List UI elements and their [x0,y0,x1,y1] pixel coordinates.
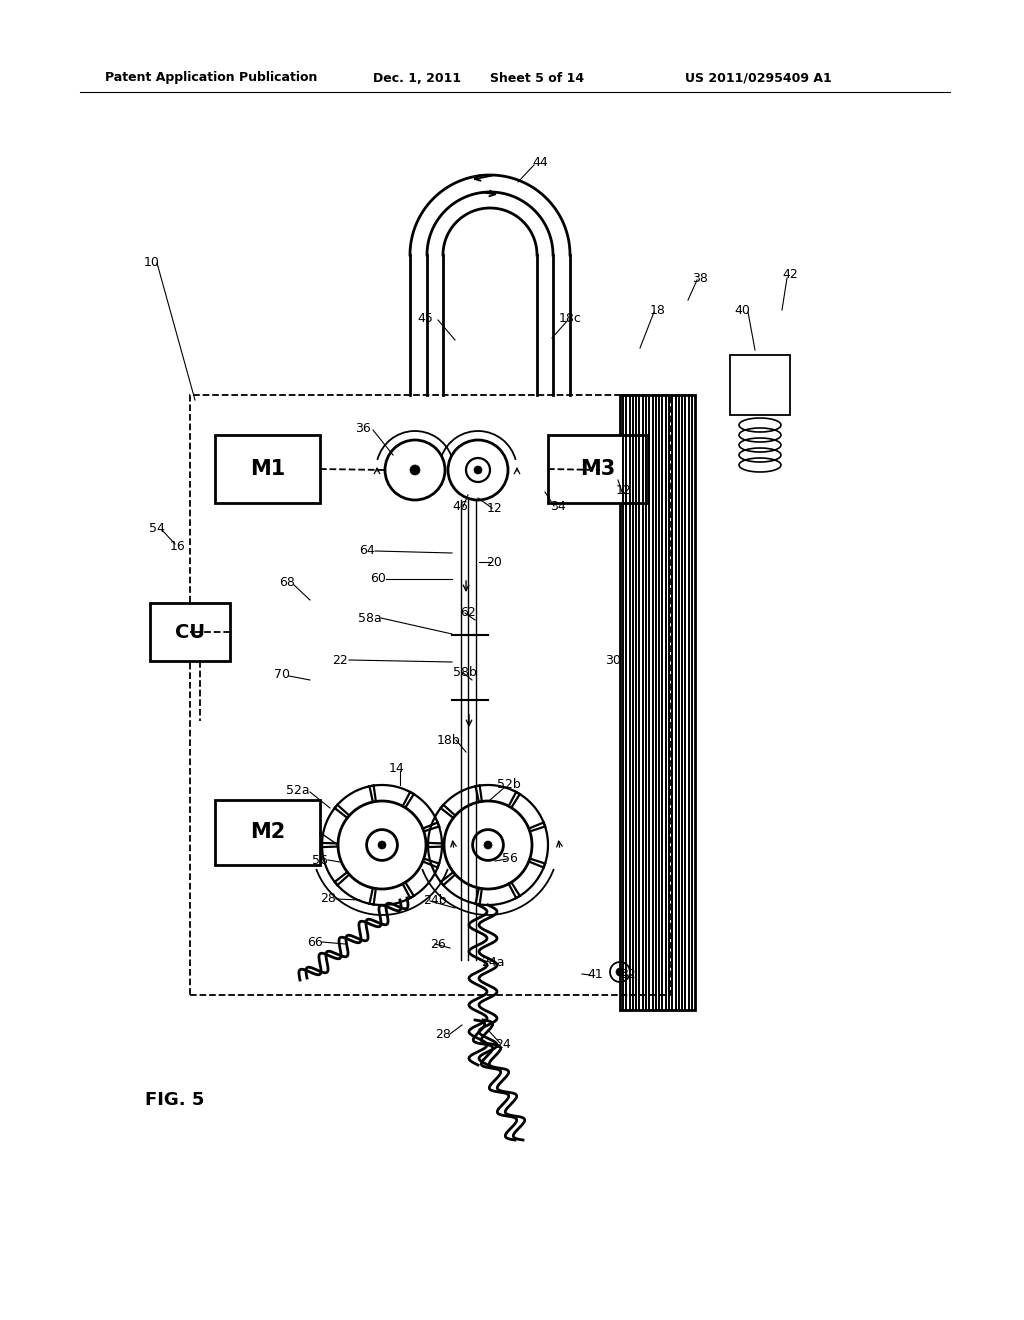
Circle shape [410,465,420,475]
Bar [215,800,319,865]
Text: 18: 18 [650,304,666,317]
Text: FIG. 5: FIG. 5 [145,1092,205,1109]
Text: CU: CU [175,623,205,642]
Bar [215,436,319,503]
Text: 41: 41 [587,969,603,982]
Text: 64: 64 [359,544,375,557]
Text: 46: 46 [453,500,468,513]
Circle shape [484,841,492,849]
Text: 12: 12 [487,502,503,515]
Text: 14: 14 [389,762,404,775]
Text: 22: 22 [332,653,348,667]
Text: 56: 56 [502,851,518,865]
Text: 18b: 18b [437,734,461,747]
Text: 54: 54 [150,521,165,535]
Text: 56: 56 [312,854,328,866]
Bar [620,395,695,1010]
Text: 10: 10 [144,256,160,268]
Text: 34: 34 [550,500,566,513]
Circle shape [474,466,482,474]
Text: 28: 28 [435,1028,451,1041]
Text: 42: 42 [782,268,798,281]
Bar [730,355,790,414]
Text: 36: 36 [355,421,371,434]
Text: 28: 28 [321,891,336,904]
Text: 58a: 58a [358,611,382,624]
Text: 45: 45 [417,312,433,325]
Bar [150,603,230,661]
Text: 62: 62 [460,606,476,619]
Text: M2: M2 [250,822,285,842]
Text: 52b: 52b [497,779,521,792]
Text: Patent Application Publication: Patent Application Publication [105,71,317,84]
Text: 60: 60 [370,572,386,585]
Text: 24: 24 [496,1039,511,1052]
Text: US 2011/0295409 A1: US 2011/0295409 A1 [685,71,831,84]
Text: Sheet 5 of 14: Sheet 5 of 14 [490,71,584,84]
Text: M1: M1 [250,459,285,479]
Circle shape [378,841,386,849]
Text: 58b: 58b [453,665,477,678]
Text: 26: 26 [430,939,445,952]
Text: 38: 38 [692,272,708,285]
Text: 30: 30 [605,653,621,667]
Text: 16: 16 [170,540,186,553]
Text: 52a: 52a [286,784,310,796]
Text: 32: 32 [621,969,636,982]
Circle shape [616,968,624,975]
Bar [548,436,648,503]
Bar [190,395,670,995]
Text: 40: 40 [734,304,750,317]
Text: 66: 66 [307,936,323,949]
Text: 20: 20 [486,556,502,569]
Text: 18c: 18c [558,312,582,325]
Text: M3: M3 [581,459,615,479]
Text: 12: 12 [616,483,632,496]
Text: 24b: 24b [423,894,446,907]
Text: 44: 44 [532,156,548,169]
Text: 68: 68 [280,577,295,590]
Text: 24a: 24a [481,956,505,969]
Text: Dec. 1, 2011: Dec. 1, 2011 [373,71,461,84]
Circle shape [618,467,625,473]
Text: 70: 70 [274,668,290,681]
